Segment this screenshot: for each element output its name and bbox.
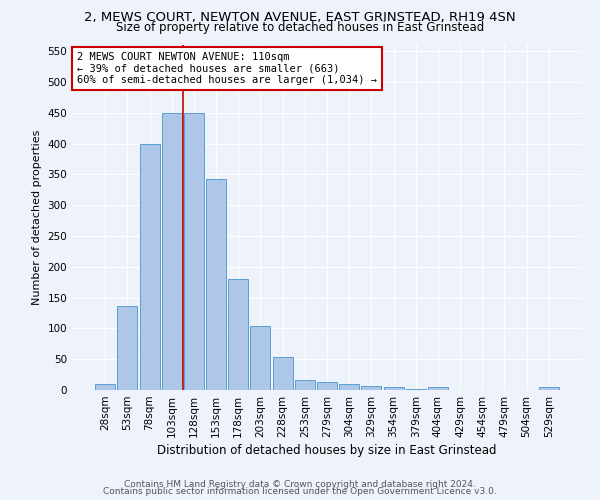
- Bar: [95, 384, 115, 390]
- Bar: [539, 387, 559, 390]
- Bar: [317, 382, 337, 390]
- X-axis label: Distribution of detached houses by size in East Grinstead: Distribution of detached houses by size …: [157, 444, 497, 457]
- Bar: [295, 380, 315, 390]
- Bar: [250, 326, 271, 390]
- Bar: [184, 113, 204, 390]
- Bar: [118, 306, 137, 390]
- Y-axis label: Number of detached properties: Number of detached properties: [32, 130, 42, 305]
- Text: 2, MEWS COURT, NEWTON AVENUE, EAST GRINSTEAD, RH19 4SN: 2, MEWS COURT, NEWTON AVENUE, EAST GRINS…: [84, 11, 516, 24]
- Bar: [361, 386, 382, 390]
- Bar: [339, 384, 359, 390]
- Bar: [206, 180, 226, 390]
- Bar: [383, 387, 404, 390]
- Text: Size of property relative to detached houses in East Grinstead: Size of property relative to detached ho…: [116, 21, 484, 34]
- Text: Contains HM Land Registry data © Crown copyright and database right 2024.: Contains HM Land Registry data © Crown c…: [124, 480, 476, 489]
- Bar: [162, 113, 182, 390]
- Bar: [406, 389, 426, 390]
- Bar: [140, 144, 160, 390]
- Bar: [228, 279, 248, 390]
- Bar: [272, 358, 293, 390]
- Text: Contains public sector information licensed under the Open Government Licence v3: Contains public sector information licen…: [103, 487, 497, 496]
- Bar: [428, 387, 448, 390]
- Text: 2 MEWS COURT NEWTON AVENUE: 110sqm
← 39% of detached houses are smaller (663)
60: 2 MEWS COURT NEWTON AVENUE: 110sqm ← 39%…: [77, 52, 377, 85]
